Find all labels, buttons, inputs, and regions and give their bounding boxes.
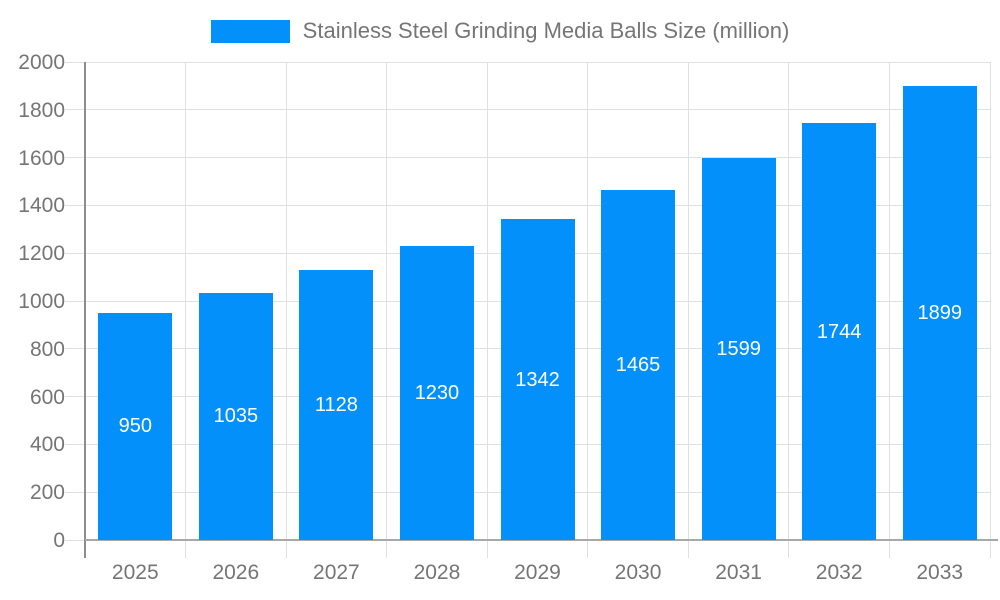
y-gridline (85, 61, 990, 63)
bar-2028[interactable] (399, 246, 474, 540)
x-axis-tick (687, 540, 689, 558)
x-axis-tick (486, 540, 488, 558)
x-axis-label: 2033 (916, 561, 964, 584)
bar-2032[interactable] (802, 123, 877, 540)
y-axis-tick (65, 157, 85, 159)
bar-value-label: 1230 (414, 382, 460, 404)
y-axis-tick (65, 300, 85, 302)
x-gridline (486, 62, 488, 540)
x-axis-tick (788, 540, 790, 558)
bar-value-label: 1342 (515, 368, 560, 391)
y-axis-tick (65, 491, 85, 493)
x-axis-tick (989, 540, 991, 558)
y-axis-label: 200 (29, 481, 65, 505)
bar-value-label: 1128 (314, 394, 358, 417)
bar-2031[interactable] (701, 157, 776, 540)
x-gridline (788, 62, 790, 540)
x-gridline (989, 62, 991, 540)
legend-label: Stainless Steel Grinding Media Balls Siz… (302, 18, 790, 43)
y-axis-line (84, 62, 86, 558)
bar-2033[interactable] (902, 86, 977, 540)
bar-value-label: 1035 (213, 405, 259, 428)
x-axis-label: 2029 (514, 561, 561, 584)
x-axis-tick (888, 540, 890, 558)
chart-legend[interactable]: Stainless Steel Grinding Media Balls Siz… (0, 18, 1000, 44)
x-axis-tick (285, 540, 287, 558)
x-gridline (888, 62, 890, 540)
x-gridline (185, 62, 187, 540)
bar-2026[interactable] (198, 292, 273, 540)
y-axis-tick (65, 252, 85, 254)
x-gridline (386, 62, 388, 540)
bar-2025[interactable] (98, 312, 173, 540)
x-gridline (285, 62, 287, 540)
x-axis-line (85, 539, 998, 541)
x-axis-label: 2028 (413, 561, 461, 584)
y-axis-label: 2000 (18, 51, 65, 74)
y-axis-tick (65, 109, 85, 111)
y-axis-label: 1200 (18, 242, 65, 266)
x-axis-tick (185, 540, 187, 558)
y-axis-label: 0 (53, 529, 65, 552)
y-axis-label: 800 (29, 337, 65, 361)
x-axis-tick (587, 540, 589, 558)
y-axis-label: 1400 (18, 194, 65, 218)
y-axis-tick (65, 539, 85, 541)
y-gridline (85, 157, 990, 159)
y-axis-tick (65, 396, 85, 398)
x-gridline (587, 62, 589, 540)
bar-2030[interactable] (601, 189, 676, 540)
y-axis-label: 1800 (18, 98, 65, 122)
x-axis-tick (386, 540, 388, 558)
bar-value-label: 950 (118, 415, 152, 438)
bar-2027[interactable] (299, 270, 374, 540)
y-gridline (85, 204, 990, 206)
y-axis-label: 1000 (18, 290, 65, 313)
y-axis-tick (65, 443, 85, 445)
y-axis-label: 1600 (18, 146, 65, 170)
x-axis-label: 2030 (614, 561, 662, 584)
bar-value-label: 1599 (716, 337, 761, 360)
x-axis-label: 2031 (715, 561, 762, 584)
legend-swatch-icon (210, 19, 290, 43)
bar-2029[interactable] (500, 219, 575, 540)
x-axis-label: 2026 (212, 561, 260, 584)
x-gridline (687, 62, 689, 540)
y-axis-label: 600 (29, 385, 65, 409)
y-axis-tick (65, 204, 85, 206)
y-axis-label: 400 (29, 433, 65, 457)
bar-value-label: 1465 (615, 353, 661, 376)
bar-value-label: 1744 (816, 320, 862, 343)
y-axis-tick (65, 348, 85, 350)
x-axis-label: 2032 (815, 561, 863, 584)
bar-value-label: 1899 (917, 302, 962, 325)
y-axis-tick (65, 61, 85, 63)
x-axis-label: 2025 (111, 561, 159, 584)
x-axis-label: 2027 (313, 561, 360, 584)
y-gridline (85, 109, 990, 111)
